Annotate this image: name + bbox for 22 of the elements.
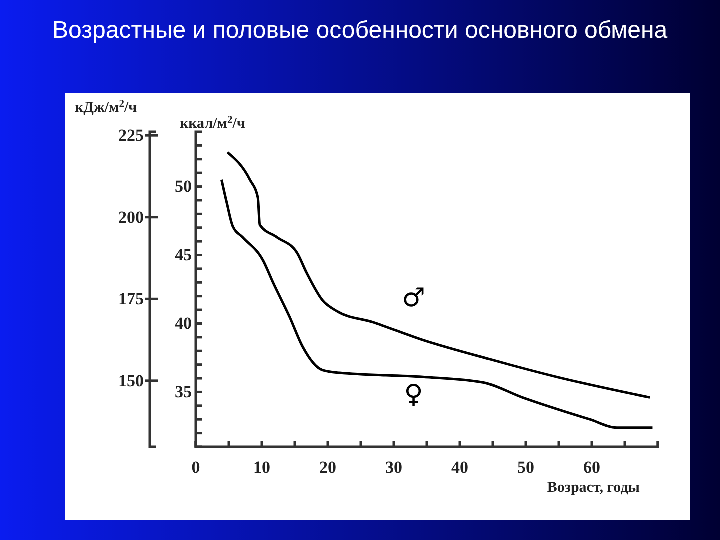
y-tick-label: 50	[175, 177, 192, 196]
y2-tick-label: 200	[118, 208, 144, 227]
y2-axis-title: кДж/м$^{2}$/ч	[75, 98, 138, 116]
x-tick-label: 10	[254, 458, 270, 478]
x-tick-label: 30	[386, 458, 402, 478]
y2-tick-label: 225	[118, 126, 144, 146]
line-series	[220, 178, 654, 430]
y-axis-title: ккал/м$^{2}$/ч	[180, 114, 246, 132]
x-tick-label: 20	[320, 458, 336, 478]
series-label: ♂	[402, 283, 426, 314]
x-tick-label: 60	[584, 458, 600, 478]
y-tick-label: 35	[175, 382, 192, 402]
y-tick-label: 45	[175, 246, 192, 265]
y-tick-label: 40	[175, 314, 192, 334]
x-tick-label: 50	[518, 458, 534, 478]
x-axis-title: Возраст, годы	[547, 480, 640, 496]
y2-tick-label: 175	[118, 290, 144, 309]
x-tick-label: 0	[192, 458, 200, 478]
y2-tick-label: 150	[118, 371, 144, 390]
series-label: ♀	[404, 380, 424, 410]
x-tick-label: 40	[452, 458, 468, 478]
chart-title: Возрастные и половые особенности основного обмена	[52, 17, 668, 44]
